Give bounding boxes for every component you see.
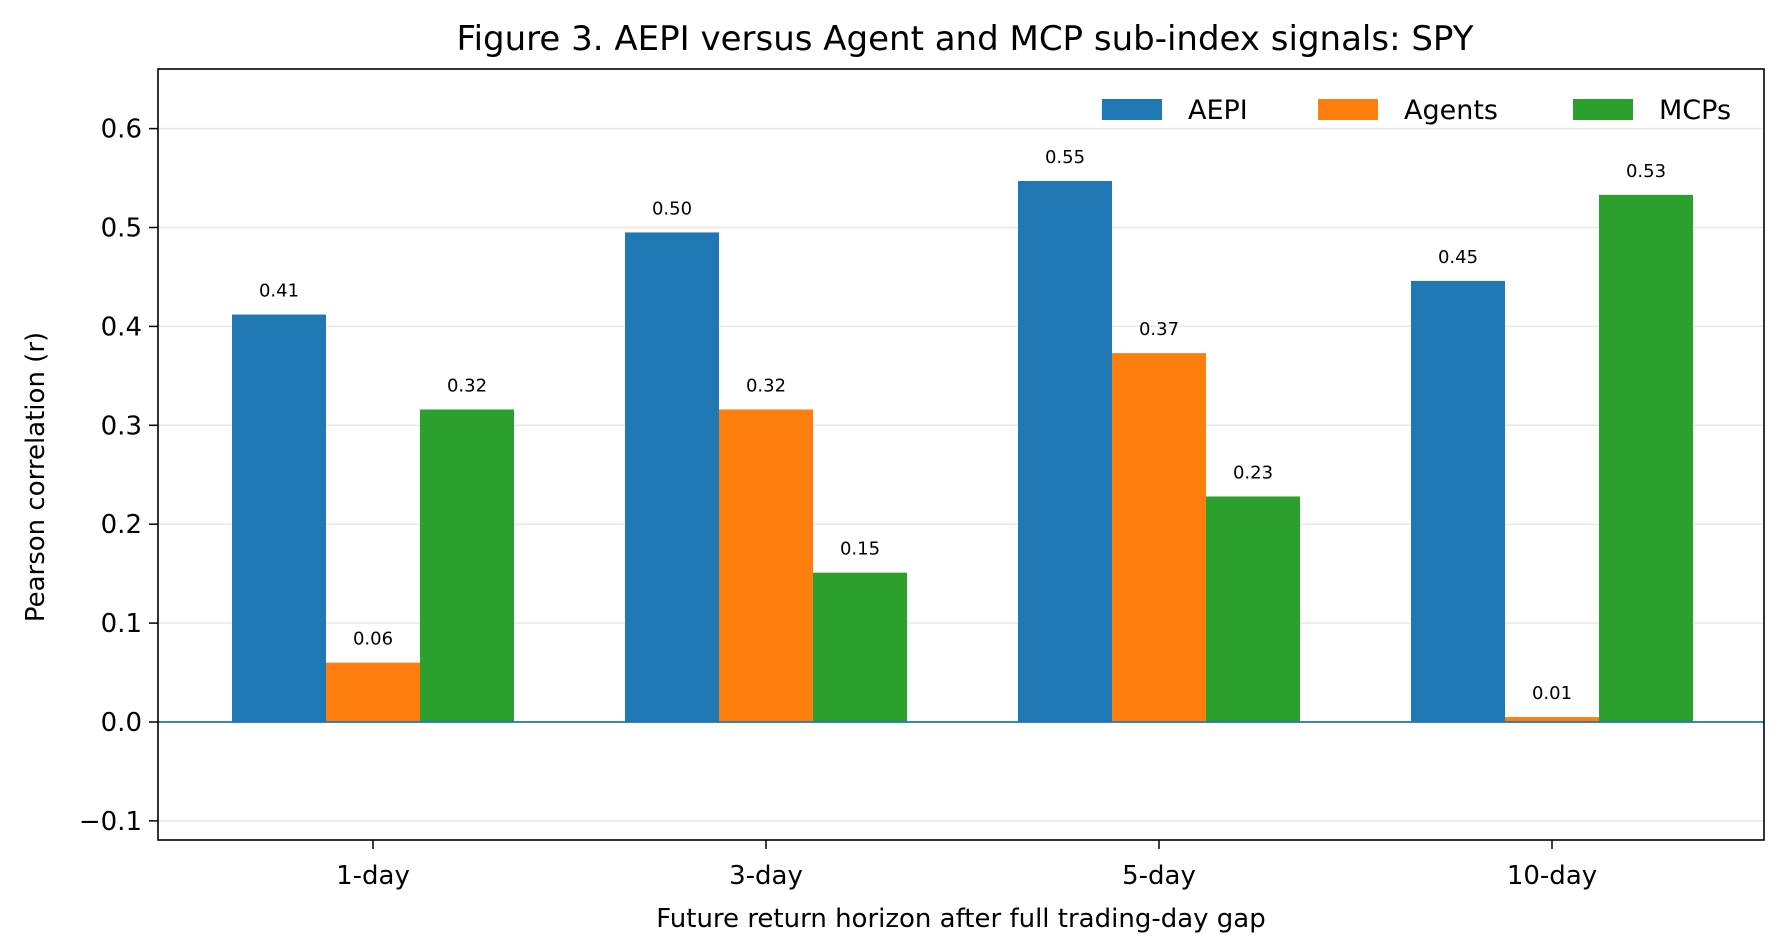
legend-swatch-agents xyxy=(1318,99,1378,120)
data-label: 0.50 xyxy=(652,198,692,219)
data-label: 0.41 xyxy=(259,281,299,302)
legend-swatch-mcps xyxy=(1573,99,1633,120)
bar-agents-5-day xyxy=(1112,353,1206,722)
data-label: 0.45 xyxy=(1438,247,1478,268)
data-label: 0.32 xyxy=(746,375,786,396)
x-tick-label: 5-day xyxy=(1122,861,1196,891)
data-label: 0.37 xyxy=(1139,319,1179,340)
bar-mcps-1-day xyxy=(420,409,514,722)
y-tick-label: 0.0 xyxy=(101,708,142,738)
bar-agents-1-day xyxy=(326,662,420,722)
bars xyxy=(158,181,1764,723)
x-axis-ticks: 1-day 3-day 5-day 10-day xyxy=(336,840,1597,891)
x-tick-label: 1-day xyxy=(336,861,410,891)
legend-label-agents: Agents xyxy=(1404,95,1498,126)
x-tick-label: 3-day xyxy=(729,861,803,891)
y-tick-label: 0.6 xyxy=(101,115,142,145)
y-tick-label: 0.4 xyxy=(101,312,142,342)
bar-mcps-3-day xyxy=(813,572,907,722)
data-label: 0.15 xyxy=(840,539,880,560)
bar-agents-10-day xyxy=(1505,717,1599,722)
legend-label-mcps: MCPs xyxy=(1659,95,1731,126)
y-tick-label: 0.1 xyxy=(101,609,142,639)
data-label: 0.55 xyxy=(1045,147,1085,168)
bar-mcps-10-day xyxy=(1599,194,1693,722)
y-tick-label: 0.2 xyxy=(101,510,142,540)
bar-agents-3-day xyxy=(719,409,813,722)
plot-frame xyxy=(157,68,1765,841)
y-axis-ticks: −0.1 0.0 0.1 0.2 0.3 0.4 0.5 0.6 xyxy=(79,115,158,837)
x-axis-label: Future return horizon after full trading… xyxy=(656,904,1265,934)
legend: AEPI Agents MCPs xyxy=(1102,95,1731,126)
bar-aepi-10-day xyxy=(1411,280,1505,722)
data-label: 0.53 xyxy=(1626,161,1666,182)
bar-aepi-1-day xyxy=(232,314,326,722)
bar-aepi-3-day xyxy=(625,232,719,722)
y-tick-label: 0.3 xyxy=(101,411,142,441)
y-tick-label: 0.5 xyxy=(101,214,142,244)
data-label: 0.06 xyxy=(353,629,393,650)
y-tick-label: −0.1 xyxy=(79,807,142,837)
x-tick-label: 10-day xyxy=(1507,861,1597,891)
bar-mcps-5-day xyxy=(1206,496,1300,722)
bar-aepi-5-day xyxy=(1018,181,1112,723)
data-label: 0.23 xyxy=(1233,463,1273,484)
chart-title: Figure 3. AEPI versus Agent and MCP sub-… xyxy=(457,19,1474,59)
data-label: 0.32 xyxy=(447,375,487,396)
data-label: 0.01 xyxy=(1532,683,1572,704)
legend-swatch-aepi xyxy=(1102,99,1162,120)
data-labels: 0.41 0.50 0.55 0.45 0.06 0.32 0.37 0.01 0.32 0.15… xyxy=(259,147,1666,704)
y-axis-label: Pearson correlation (r) xyxy=(21,332,51,622)
legend-label-aepi: AEPI xyxy=(1188,95,1248,126)
